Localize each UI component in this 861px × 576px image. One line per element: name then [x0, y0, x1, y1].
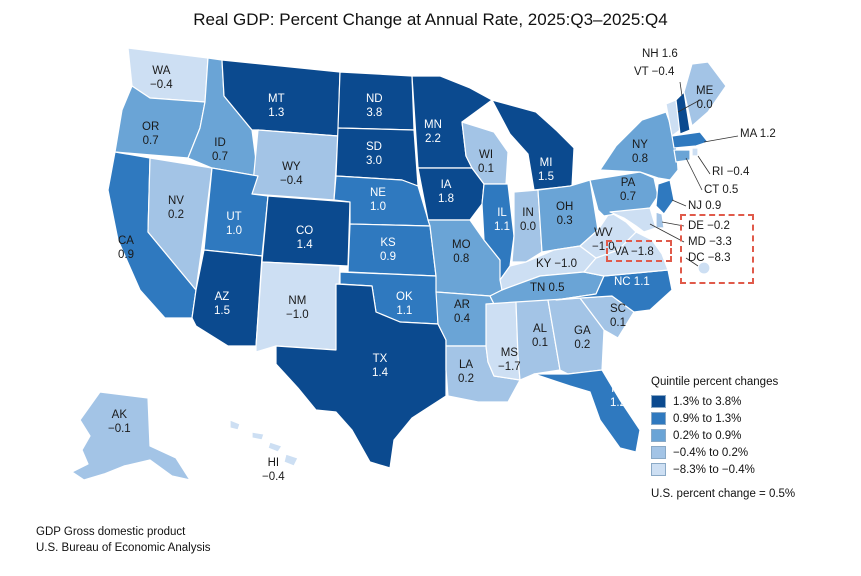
label-SC: SC 0.1	[610, 303, 626, 329]
legend-label: −0.4% to 0.2%	[673, 446, 749, 459]
label-WV: WV −1.0	[592, 227, 615, 253]
label-MO: MO 0.8	[452, 239, 471, 265]
label-ND: ND 3.8	[366, 93, 383, 119]
label-OR: OR 0.7	[142, 121, 160, 147]
label-NE: NE 1.0	[370, 187, 386, 213]
label-HI: HI −0.4	[262, 457, 285, 483]
label-VT: VT −0.4	[634, 66, 675, 78]
label-MS: MS −1.7	[498, 347, 521, 373]
label-PA: PA 0.7	[620, 177, 636, 203]
legend-swatch	[651, 429, 666, 442]
label-SD: SD 3.0	[366, 141, 382, 167]
label-OH: OH 0.3	[556, 201, 574, 227]
label-CO: CO 1.4	[296, 225, 314, 251]
legend: Quintile percent changes 1.3% to 3.8% 0.…	[651, 376, 778, 478]
state-ME	[683, 61, 727, 127]
label-NC: NC 1.1	[614, 276, 650, 288]
state-WV	[579, 211, 637, 259]
state-NC	[555, 269, 673, 313]
state-DE	[655, 211, 665, 229]
state-NJ	[655, 179, 675, 215]
label-LA: LA 0.2	[458, 359, 474, 385]
label-CA: CA 0.9	[118, 235, 134, 261]
label-DE: DE −0.2	[688, 220, 730, 232]
footer-source: U.S. Bureau of Economic Analysis	[36, 542, 211, 554]
legend-label: 0.2% to 0.9%	[673, 429, 742, 442]
label-MN: MN 2.2	[424, 119, 442, 145]
state-AK	[71, 391, 191, 481]
label-AK: AK −0.1	[108, 409, 131, 435]
legend-item: 0.2% to 0.9%	[651, 427, 778, 444]
label-OK: OK 1.1	[396, 291, 413, 317]
label-MD: MD −3.3	[688, 236, 732, 248]
state-HI	[229, 419, 299, 467]
label-FL: FL 1.2	[610, 383, 626, 409]
label-IN: IN 0.0	[520, 207, 536, 233]
us-percent-change-note: U.S. percent change = 0.5%	[651, 488, 796, 500]
label-MT: MT 1.3	[268, 93, 285, 119]
label-IA: IA 1.8	[438, 179, 454, 205]
label-UT: UT 1.0	[226, 211, 242, 237]
label-MI: MI 1.5	[538, 157, 554, 183]
label-AZ: AZ 1.5	[214, 291, 230, 317]
legend-label: −8.3% to −0.4%	[673, 463, 755, 476]
label-GA: GA 0.2	[574, 325, 591, 351]
label-ID: ID 0.7	[212, 137, 228, 163]
map-title: Real GDP: Percent Change at Annual Rate,…	[193, 10, 668, 29]
state-MD	[609, 207, 657, 233]
legend-item: −8.3% to −0.4%	[651, 461, 778, 478]
va-callout-box	[606, 240, 672, 262]
state-CT	[673, 149, 691, 163]
legend-label: 0.9% to 1.3%	[673, 412, 742, 425]
legend-item: 1.3% to 3.8%	[651, 393, 778, 410]
label-KY: KY −1.0	[536, 258, 578, 270]
label-WA: WA −0.4	[150, 65, 173, 91]
state-NH	[675, 91, 691, 135]
state-MA	[671, 131, 709, 149]
label-TX: TX 1.4	[372, 353, 388, 379]
label-DC: DC −8.3	[688, 252, 731, 264]
label-NM: NM −1.0	[286, 295, 309, 321]
legend-swatch	[651, 446, 666, 459]
label-WY: WY −0.4	[280, 161, 303, 187]
label-NY: NY 0.8	[632, 139, 648, 165]
legend-label: 1.3% to 3.8%	[673, 395, 742, 408]
label-ME: ME 0.0	[696, 85, 714, 111]
label-VA: VA −1.8	[614, 246, 654, 258]
label-WI: WI 0.1	[478, 149, 494, 175]
label-IL: IL 1.1	[494, 207, 510, 233]
label-CT: CT 0.5	[704, 184, 739, 196]
legend-swatch	[651, 412, 666, 425]
legend-item: 0.9% to 1.3%	[651, 410, 778, 427]
label-NJ: NJ 0.9	[688, 200, 722, 212]
label-MA: MA 1.2	[740, 128, 776, 140]
state-RI	[691, 147, 699, 157]
legend-title: Quintile percent changes	[651, 376, 779, 388]
label-TN: TN 0.5	[530, 282, 565, 294]
small-states-callout-box	[680, 214, 754, 284]
label-RI: RI −0.4	[712, 166, 750, 178]
state-FL	[533, 369, 641, 453]
label-AR: AR 0.4	[454, 299, 470, 325]
footer-abbreviation: GDP Gross domestic product	[36, 526, 186, 538]
state-TX	[275, 283, 447, 469]
label-AL: AL 0.1	[532, 323, 548, 349]
label-KS: KS 0.9	[380, 237, 396, 263]
legend-item: −0.4% to 0.2%	[651, 444, 778, 461]
legend-swatch	[651, 463, 666, 476]
label-NH: NH 1.6	[642, 48, 678, 60]
label-NV: NV 0.2	[168, 195, 184, 221]
legend-swatch	[651, 395, 666, 408]
state-NV	[147, 157, 213, 291]
state-DC	[697, 261, 711, 275]
footer: GDP Gross domestic product U.S. Bureau o…	[36, 524, 211, 556]
